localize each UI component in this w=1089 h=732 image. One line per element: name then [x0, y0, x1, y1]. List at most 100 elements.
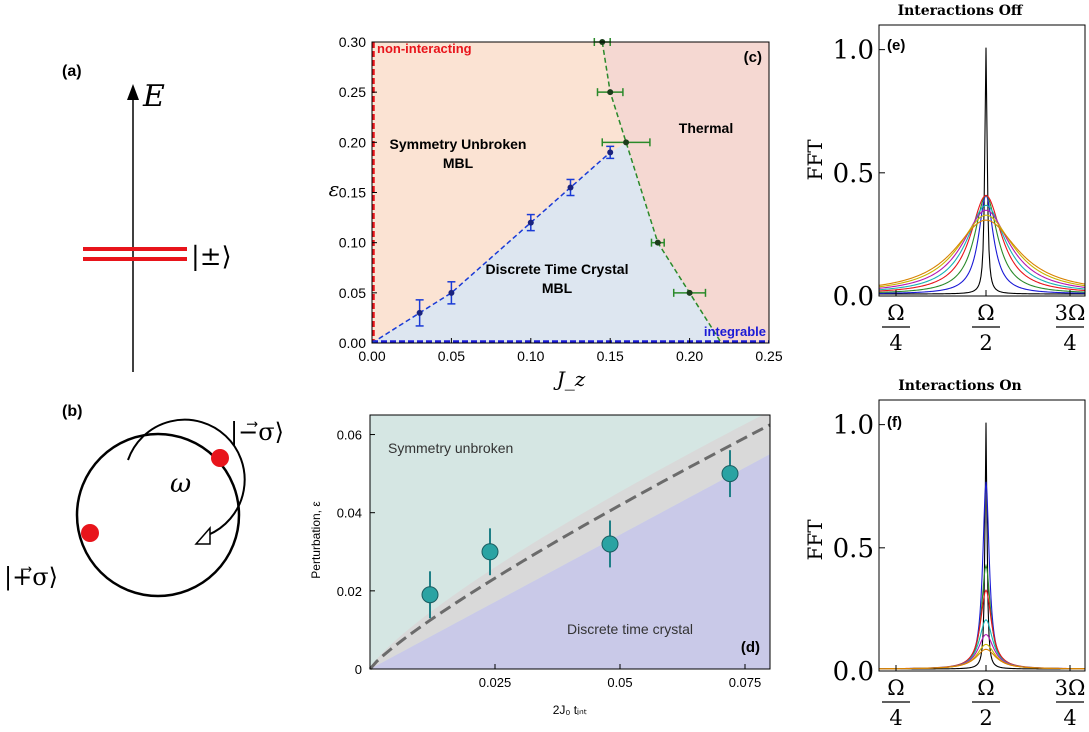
dtc-point: [527, 219, 534, 226]
region-thermal: [602, 42, 769, 343]
x-tick-label: 0.075: [729, 675, 762, 690]
panel-c: 0.00 0.05 0.10 0.15 0.20 0.25 0.00 0.05 0.10 0.15…: [329, 34, 783, 391]
panel-f-ylabel: FFT: [803, 519, 827, 561]
fft-curve: [878, 194, 1086, 292]
panel-c-xlabel: J_z: [553, 367, 586, 391]
y-tick-label: 1.0: [833, 411, 874, 441]
thermal-point: [623, 139, 630, 146]
state-plus-label: |+⃗σ⟩: [4, 563, 58, 592]
panel-d-points: [421, 450, 739, 619]
fft-curve: [878, 209, 1086, 289]
data-point: [481, 543, 499, 561]
x-tick-numerator: Ω: [887, 676, 904, 700]
dtc-point: [567, 184, 574, 191]
x-tick-denominator: 2: [979, 331, 992, 355]
y-tick-label: 0.5: [833, 159, 874, 189]
panel-c-ylabel: ε: [329, 177, 340, 201]
x-tick-numerator: Ω: [977, 676, 994, 700]
thermal-point: [607, 89, 614, 96]
fft-curve: [878, 643, 1086, 670]
fft-curve: [878, 648, 1086, 670]
y-tick-label: 0.30: [339, 34, 366, 50]
panel-f-label: (f): [887, 414, 902, 431]
panel-d-regions: [368, 415, 771, 670]
omega-label: ω: [170, 469, 191, 499]
label-thermal: Thermal: [679, 120, 733, 136]
x-tick-label: 0.15: [597, 348, 624, 364]
state-dot-plus: [81, 524, 99, 542]
panel-f-frame: [878, 399, 1086, 672]
panel-b-label: (b): [62, 403, 82, 420]
panel-d: 0.025 0.05 0.075 0 0.02 0.04 0.06 Symmetry unb…: [309, 414, 771, 717]
label-symmetry-unbroken-mbl: MBL: [443, 155, 474, 171]
x-tick-label: 0.10: [517, 348, 544, 364]
x-tick-numerator: 3Ω: [1055, 301, 1086, 325]
y-tick-label: 0.02: [337, 584, 362, 599]
label-integrable: integrable: [704, 324, 766, 339]
label-symmetry-unbroken-d: Symmetry unbroken: [388, 440, 513, 456]
dtc-point: [448, 289, 455, 296]
panel-f: Interactions On 0.0 0.5 1.0 Ω 4 Ω 2 3Ω 4 (f) FFT: [803, 378, 1086, 730]
dtc-boundary-line: [371, 151, 611, 344]
y-tick-label: 0.0: [833, 657, 874, 687]
data-point: [601, 535, 619, 553]
x-tick-denominator: 4: [889, 706, 902, 730]
y-tick-label: 0.05: [339, 285, 366, 301]
y-tick-label: 0.0: [833, 282, 874, 312]
region-dtc: [372, 142, 722, 343]
fft-curve: [878, 422, 1086, 670]
x-tick-label: 0.025: [479, 675, 512, 690]
label-dtc-d: Discrete time crystal: [567, 621, 693, 637]
panel-a-label: (a): [62, 63, 82, 80]
panel-e-label: (e): [887, 37, 905, 54]
x-tick-label: 0.05: [438, 348, 465, 364]
rotation-arrowhead-icon: [194, 526, 211, 545]
dtc-point: [416, 309, 423, 316]
panel-d-ticks: 0.025 0.05 0.075 0 0.02 0.04 0.06: [337, 428, 762, 690]
phase-regions: [372, 42, 769, 343]
rotation-arrow: [127, 418, 246, 536]
panel-b: (b) ω |−⃗σ⟩ |+⃗σ⟩: [4, 403, 284, 598]
fft-curve: [878, 204, 1086, 291]
panel-e-ticks: 0.0 0.5 1.0 Ω 4 Ω 2 3Ω 4: [833, 36, 1086, 355]
state-minus-label: |−⃗σ⟩: [230, 418, 284, 447]
thermal-boundary-line: [601, 41, 722, 344]
data-point: [421, 586, 439, 604]
y-tick-label: 0: [355, 662, 362, 677]
y-tick-label: 0.04: [337, 506, 362, 521]
x-tick-denominator: 2: [979, 706, 992, 730]
energy-level-label: |±⟩: [191, 242, 232, 272]
panel-c-ticks: 0.00 0.05 0.10 0.15 0.20 0.25 0.00 0.05 0.10 0.15…: [339, 34, 783, 364]
panel-a: (a) E |±⟩: [62, 63, 232, 372]
x-tick-label: 0.05: [607, 675, 632, 690]
dtc-point: [607, 149, 614, 156]
label-non-interacting: non-interacting: [377, 41, 472, 56]
thermal-point: [654, 239, 661, 246]
panel-d-label: (d): [741, 639, 760, 656]
panel-e-curves: [878, 47, 1086, 295]
region-symmetry-unbroken: [372, 42, 627, 343]
fft-curve: [878, 47, 1086, 295]
x-tick-denominator: 4: [889, 331, 902, 355]
panel-e: Interactions Off 0.0 0.5 1.0 Ω 4 Ω 2 3Ω 4 (e) FF…: [803, 3, 1086, 355]
energy-axis-arrow-icon: [127, 84, 139, 100]
y-tick-label: 0.15: [339, 185, 366, 201]
x-tick-denominator: 4: [1063, 706, 1076, 730]
panel-d-xlabel: 2J₀ tᵢₙₜ: [553, 703, 588, 717]
y-tick-label: 0.5: [833, 534, 874, 564]
label-symmetry-unbroken: Symmetry Unbroken: [390, 136, 527, 152]
theory-boundary-line: [368, 423, 771, 670]
y-tick-label: 0.10: [339, 235, 366, 251]
data-point: [721, 465, 739, 483]
x-tick-numerator: Ω: [887, 301, 904, 325]
y-tick-label: 0.06: [337, 428, 362, 443]
panel-c-label: (c): [744, 49, 762, 66]
uncertainty-band: [370, 415, 770, 669]
orbit-circle: [75, 432, 241, 598]
panel-f-ticks: 0.0 0.5 1.0 Ω 4 Ω 2 3Ω 4: [833, 411, 1086, 730]
x-tick-denominator: 4: [1063, 331, 1076, 355]
panel-d-frame: [369, 414, 771, 670]
fft-curve: [878, 214, 1086, 288]
panel-e-ylabel: FFT: [803, 139, 827, 181]
